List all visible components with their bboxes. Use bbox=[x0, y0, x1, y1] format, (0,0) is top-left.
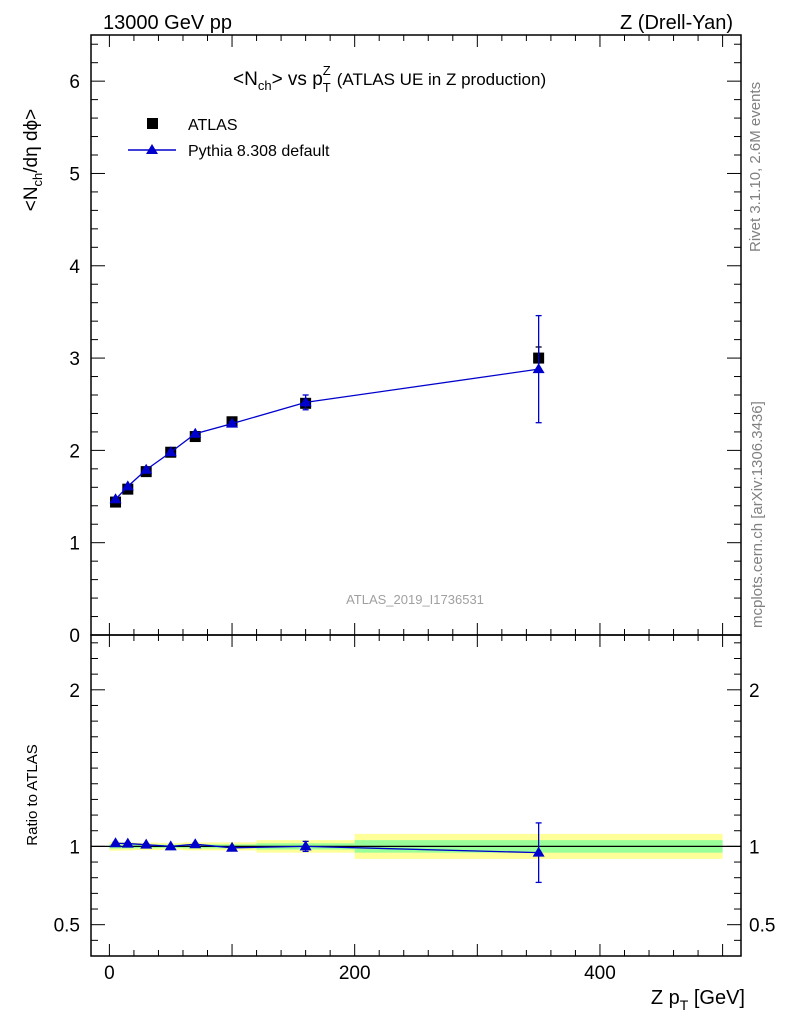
ratio-panel-frame bbox=[90, 634, 742, 957]
main-y-tick-label: 4 bbox=[69, 257, 80, 278]
title-main-sub: ch bbox=[258, 78, 272, 93]
ratio-y-tick-label-right: 1 bbox=[749, 837, 760, 858]
pythia-data-point bbox=[164, 446, 177, 457]
main-y-tick-label: 0 bbox=[69, 626, 80, 647]
ratio-y-tick-label-left: 1 bbox=[69, 837, 80, 858]
tick-labels: 0 1 2 3 4 5 6 0.5 0.5 1 1 2 2 0 200 400 bbox=[54, 72, 776, 984]
data-marks bbox=[109, 314, 545, 884]
legend-data-marker bbox=[147, 118, 158, 129]
main-y-tick-label: 1 bbox=[69, 534, 80, 555]
mcplots-label: mcplots.cern.ch [arXiv:1306.3436] bbox=[749, 401, 766, 628]
title-main-mid: > vs p bbox=[272, 69, 323, 90]
ratio-y-axis-title: Ratio to ATLAS bbox=[24, 744, 41, 845]
title-main-sup: Z bbox=[323, 63, 331, 78]
x-axis-title: Z pT [GeV] bbox=[651, 987, 745, 1013]
ratio-data-point bbox=[532, 846, 545, 857]
x-tick-label: 400 bbox=[584, 963, 616, 984]
pythia-data-point bbox=[532, 363, 545, 374]
x-tick-label: 0 bbox=[104, 963, 115, 984]
title-main: <N bbox=[233, 69, 258, 90]
title-extra: (ATLAS UE in Z production) bbox=[337, 70, 546, 89]
main-y-tick-label: 6 bbox=[69, 72, 80, 93]
ratio-y-tick-label-left: 2 bbox=[69, 681, 80, 702]
header-left: 13000 GeV pp bbox=[103, 12, 232, 34]
ratio-data-point bbox=[109, 837, 122, 848]
plot-title: <Nch> vs pTZ (ATLAS UE in Z production) bbox=[233, 63, 546, 95]
legend: ATLAS Pythia 8.308 default bbox=[128, 117, 330, 160]
ratio-y-tick-label-left: 0.5 bbox=[54, 916, 80, 937]
ratio-y-tick-label-right: 2 bbox=[749, 681, 760, 702]
pythia-data-point bbox=[226, 417, 239, 428]
ratio-data-point bbox=[164, 840, 177, 851]
title-main-sub2: T bbox=[323, 80, 331, 95]
analysis-watermark: ATLAS_2019_I1736531 bbox=[346, 592, 484, 607]
x-tick-label: 200 bbox=[339, 963, 371, 984]
main-y-tick-label: 5 bbox=[69, 164, 80, 185]
axis-ticks bbox=[91, 35, 741, 956]
ratio-data-point bbox=[226, 841, 239, 852]
main-y-tick-label: 2 bbox=[69, 441, 80, 462]
pythia-series-line bbox=[115, 368, 539, 500]
legend-mc-marker bbox=[146, 144, 158, 154]
rivet-version-label: Rivet 3.1.10, 2.6M events bbox=[747, 82, 764, 252]
pythia-data-point bbox=[121, 480, 134, 491]
ratio-y-tick-label-right: 0.5 bbox=[749, 916, 775, 937]
legend-data-label: ATLAS bbox=[188, 117, 238, 134]
pythia-data-point bbox=[140, 463, 153, 474]
header-right: Z (Drell-Yan) bbox=[620, 12, 733, 34]
legend-mc-label: Pythia 8.308 default bbox=[188, 143, 330, 160]
main-y-tick-label: 3 bbox=[69, 349, 80, 370]
pythia-data-point bbox=[189, 427, 202, 438]
ratio-data-point bbox=[121, 837, 134, 848]
ratio-data-point bbox=[140, 838, 153, 849]
ratio-data-point bbox=[299, 840, 312, 851]
main-y-axis-title: <Nch/dη dϕ> bbox=[21, 109, 45, 212]
ratio-data-point bbox=[189, 838, 202, 849]
pythia-data-point bbox=[109, 493, 122, 504]
pythia-data-point bbox=[299, 396, 312, 407]
